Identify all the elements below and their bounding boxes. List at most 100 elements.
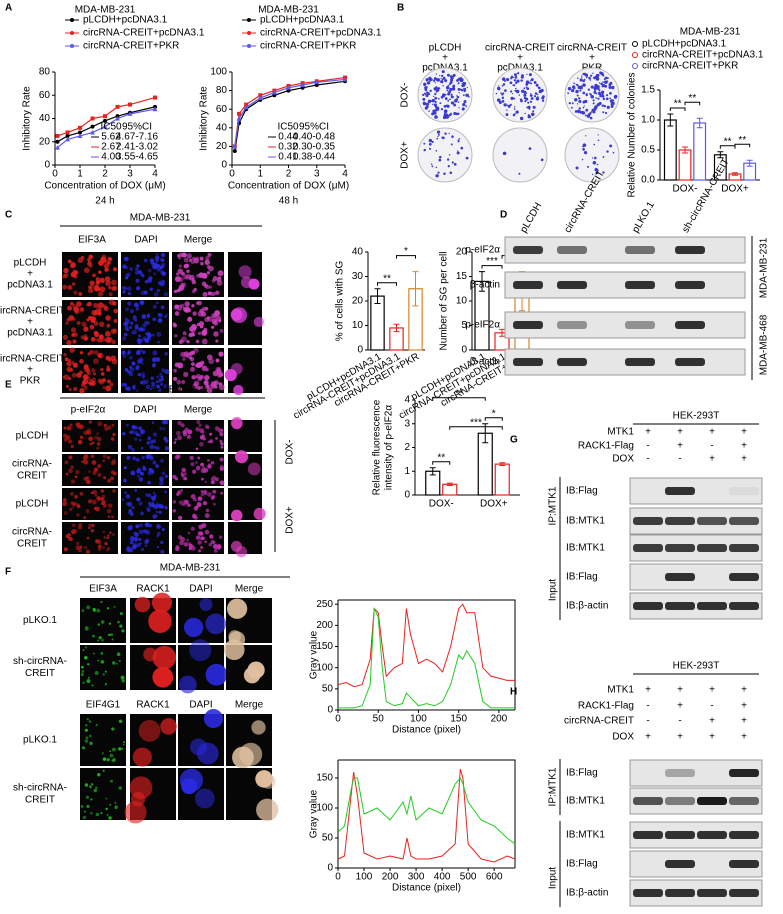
band [625, 321, 655, 329]
cell [182, 331, 187, 336]
colony [520, 75, 524, 79]
cell [161, 528, 165, 531]
cell [102, 459, 106, 463]
point [77, 133, 83, 138]
cell [105, 280, 111, 286]
cell [213, 502, 216, 506]
colony [501, 77, 506, 81]
colony [435, 90, 438, 93]
cell [91, 377, 97, 383]
cell [121, 679, 125, 683]
cell [159, 426, 163, 431]
colony [442, 76, 446, 80]
cell [105, 807, 108, 811]
colony [445, 85, 450, 90]
colony [576, 84, 579, 87]
chart-title: MDA-MB-231 [75, 5, 136, 16]
cell [83, 364, 89, 370]
cell [140, 338, 144, 343]
cell [134, 325, 139, 330]
colony [450, 75, 454, 80]
band [513, 281, 543, 289]
cell [101, 752, 104, 755]
micrograph [80, 768, 126, 820]
colony [428, 147, 432, 150]
cell [89, 280, 95, 286]
panel-letter: B [397, 3, 404, 14]
cell [212, 489, 217, 494]
colony [509, 90, 513, 93]
colony [445, 93, 447, 96]
cell [173, 441, 177, 444]
cell [228, 630, 241, 643]
cell [186, 538, 189, 542]
cell [95, 277, 100, 282]
colony [529, 80, 532, 82]
cell [156, 332, 162, 338]
cell [160, 540, 164, 545]
colony [431, 140, 434, 143]
cell [87, 301, 92, 307]
colony [576, 94, 579, 97]
cell [91, 460, 97, 465]
colony [451, 135, 454, 138]
cell [165, 439, 169, 443]
colony [462, 83, 466, 87]
micrograph [62, 347, 118, 394]
y-tick-label: 10 [352, 320, 364, 331]
cell [121, 747, 124, 750]
colony [575, 83, 577, 85]
cell [136, 497, 141, 502]
significance: *** [486, 256, 498, 267]
cell [84, 455, 88, 459]
y-tick-label: 50 [322, 683, 334, 694]
cell [124, 317, 128, 321]
cell [83, 810, 86, 813]
cell [106, 534, 110, 537]
band [633, 602, 663, 610]
cell [248, 278, 260, 290]
cell [147, 436, 152, 440]
column-label: EIF3A [78, 235, 106, 246]
cell [191, 362, 195, 366]
cell [69, 347, 75, 353]
cell [194, 375, 198, 379]
colony [602, 81, 604, 83]
cell [73, 274, 78, 279]
colony [514, 89, 517, 92]
cell [161, 471, 166, 476]
condition-sign: + [709, 427, 715, 438]
colony [465, 105, 468, 108]
colony [602, 97, 605, 101]
cell [96, 608, 101, 613]
cell [63, 511, 68, 515]
cell [92, 273, 96, 278]
cell [131, 384, 137, 390]
column-label: circRNA-CREIT [485, 43, 555, 54]
cell [151, 421, 155, 425]
y-tick-label: 20 [456, 247, 468, 258]
point [232, 149, 237, 154]
cell [104, 276, 111, 282]
x-tick-label: DOX- [429, 499, 454, 510]
colony [501, 96, 505, 100]
cell [203, 283, 208, 288]
y-tick-label: 150 [316, 641, 333, 652]
cell [79, 351, 84, 355]
cell [91, 441, 95, 445]
group-label: Input [548, 867, 559, 889]
y-tick-label: 200 [316, 620, 333, 631]
significance-bracket [484, 417, 503, 421]
colony [455, 112, 458, 116]
column-label: circRNA-CREIT [557, 43, 627, 54]
cell [137, 372, 142, 377]
cell [155, 446, 160, 451]
cell [202, 366, 206, 370]
cell [180, 423, 185, 428]
point [102, 124, 108, 129]
cell [84, 656, 88, 660]
cell [212, 276, 218, 281]
cell [178, 284, 185, 290]
cell [198, 321, 205, 327]
cell [256, 798, 279, 822]
